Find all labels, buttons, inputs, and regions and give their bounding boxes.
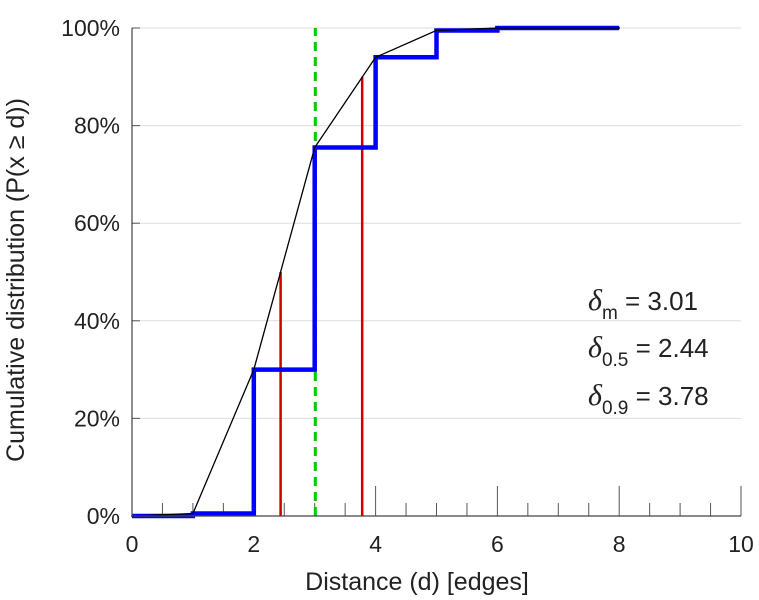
delta-symbol: δ bbox=[588, 284, 603, 317]
grid-lines bbox=[132, 27, 741, 419]
data-point bbox=[557, 27, 560, 29]
delta-symbol: δ bbox=[588, 331, 603, 364]
y-tick-label: 100% bbox=[61, 15, 120, 41]
tick-labels: 0% 20% 40% 60% 80% 100% 0 2 4 6 8 10 bbox=[61, 15, 754, 557]
x-tick-label: 10 bbox=[728, 531, 754, 557]
data-point bbox=[496, 27, 499, 29]
delta-value: = 2.44 bbox=[628, 333, 708, 363]
annotation-text: δ0.5 = 2.44 bbox=[588, 331, 709, 371]
data-series bbox=[131, 25, 620, 519]
data-point bbox=[618, 27, 620, 29]
annotation-text: δm = 3.01 bbox=[588, 284, 698, 324]
marker-lines bbox=[279, 28, 364, 516]
delta-symbol: δ bbox=[588, 379, 603, 412]
x-tick-label: 4 bbox=[369, 531, 382, 557]
cdf-step-series bbox=[132, 25, 620, 519]
x-axis-title: Distance (d) [edges] bbox=[305, 568, 529, 596]
delta-subscript: m bbox=[602, 303, 618, 324]
y-axis-title: Cumulative distribution (P(x ≥ d)) bbox=[2, 98, 30, 462]
delta-value: = 3.01 bbox=[618, 286, 698, 316]
delta-value: = 3.78 bbox=[628, 381, 708, 411]
x-tick-label: 6 bbox=[491, 531, 504, 557]
data-point bbox=[435, 29, 438, 32]
y-tick-label: 0% bbox=[87, 503, 120, 529]
y-tick-label: 40% bbox=[74, 308, 120, 334]
annotation-text: δ0.9 = 3.78 bbox=[588, 379, 709, 419]
y-tick-label: 80% bbox=[74, 113, 120, 139]
delta-subscript: 0.5 bbox=[602, 350, 628, 371]
axes bbox=[131, 28, 741, 517]
x-tick-label: 2 bbox=[247, 531, 260, 557]
data-point bbox=[192, 512, 194, 515]
x-tick-label: 0 bbox=[126, 531, 139, 557]
delta-subscript: 0.9 bbox=[602, 398, 628, 419]
data-point bbox=[313, 146, 316, 149]
x-tick-label: 8 bbox=[613, 531, 626, 557]
y-tick-label: 20% bbox=[74, 405, 120, 431]
data-point bbox=[253, 368, 255, 371]
data-point bbox=[374, 56, 377, 59]
y-tick-label: 60% bbox=[74, 210, 120, 236]
